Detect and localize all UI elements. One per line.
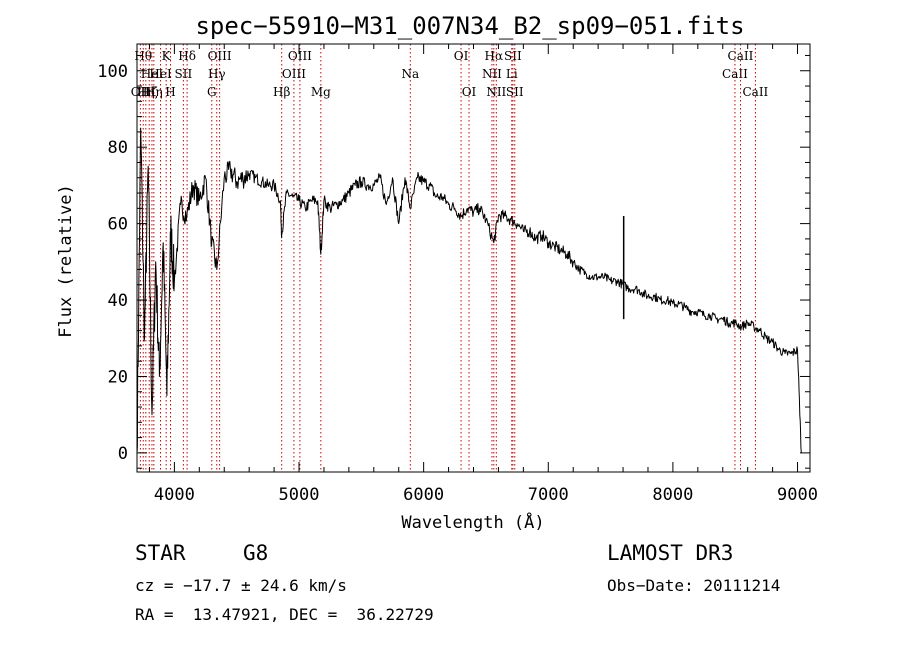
y-tick-label: 60 <box>108 215 128 235</box>
line-label: Hθ <box>134 49 152 63</box>
y-tick-label: 100 <box>97 62 128 82</box>
plot-frame <box>136 43 811 473</box>
axis-ticks: 4000 5000 6000 7000 8000 9000 0 20 40 60 80 100 <box>97 44 818 505</box>
spectrum-data <box>136 127 802 453</box>
line-label: H <box>165 85 175 99</box>
y-axis-label: Flux (relative) <box>56 184 76 338</box>
line-label: Hη <box>145 85 163 99</box>
line-label: Hδ <box>178 49 196 63</box>
object-subclass: G8 <box>243 541 269 565</box>
x-axis-label: Wavelength (Å) <box>401 511 544 533</box>
y-tick-label: 80 <box>108 138 128 158</box>
spectral-line-markers: OIIHθHηHζHeIHηHeIKHSIIHδGHγOIIIHβOIIIOII… <box>131 44 769 472</box>
line-label: OIII <box>288 49 312 63</box>
line-label: HeI <box>149 67 172 81</box>
line-label: OIII <box>208 49 232 63</box>
line-label: Na <box>401 67 419 81</box>
x-tick-label: 8000 <box>652 485 693 505</box>
line-label: CaII <box>722 67 748 81</box>
line-label: OIII <box>282 67 306 81</box>
object-class: STAR <box>135 541 186 565</box>
line-label: Hα <box>485 49 504 63</box>
line-label: SII <box>504 49 522 63</box>
line-label: SII <box>506 85 524 99</box>
line-label: Mg <box>311 85 331 99</box>
line-label: NII <box>486 85 506 99</box>
x-tick-label: 9000 <box>777 485 818 505</box>
chart-title: spec−55910−M31_007N34_B2_sp09−051.fits <box>195 12 744 40</box>
line-label: CaII <box>742 85 768 99</box>
line-label: SII <box>175 67 193 81</box>
x-tick-label: 7000 <box>528 485 569 505</box>
line-label: NII <box>482 67 502 81</box>
line-label: Hβ <box>273 85 290 99</box>
line-label: Hγ <box>208 67 226 81</box>
line-label: Li <box>506 67 518 81</box>
line-label: K <box>162 49 172 63</box>
line-label: Hη <box>137 85 155 99</box>
y-tick-label: 20 <box>108 367 128 387</box>
line-label: CaII <box>728 49 754 63</box>
y-tick-label: 40 <box>108 291 128 311</box>
survey-name: LAMOST DR3 <box>607 541 734 565</box>
ra-dec-coordinates: RA = 13.47921, DEC = 36.22729 <box>135 605 434 624</box>
spectrum-line <box>136 127 802 453</box>
line-label: OI <box>462 85 477 99</box>
observation-date: Obs−Date: 20111214 <box>607 576 781 595</box>
x-tick-label: 4000 <box>154 485 195 505</box>
y-tick-label: 0 <box>118 444 128 464</box>
line-label: OI <box>454 49 469 63</box>
x-tick-label: 6000 <box>403 485 444 505</box>
line-label: G <box>207 85 217 99</box>
redshift-cz: cz = −17.7 ± 24.6 km/s <box>135 576 347 595</box>
x-tick-label: 5000 <box>279 485 320 505</box>
